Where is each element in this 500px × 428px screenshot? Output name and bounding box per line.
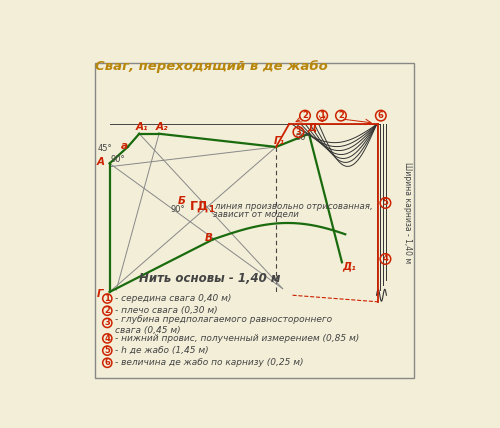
Text: 90°: 90° (295, 134, 310, 143)
Text: 5: 5 (382, 199, 388, 208)
Text: - h де жабо (1,45 м): - h де жабо (1,45 м) (114, 346, 208, 355)
Text: 6: 6 (104, 358, 110, 367)
Text: 1: 1 (319, 111, 325, 120)
Text: 1: 1 (104, 294, 110, 303)
Text: 2: 2 (104, 306, 110, 315)
Text: 3: 3 (104, 318, 110, 327)
Text: а: а (120, 140, 128, 151)
Text: Сваг, переходящий в де жабо: Сваг, переходящий в де жабо (95, 59, 328, 73)
Text: 5: 5 (104, 346, 110, 355)
Text: А: А (96, 157, 104, 167)
Text: Нить основы - 1,40 м: Нить основы - 1,40 м (140, 272, 281, 285)
Text: 2: 2 (338, 111, 344, 120)
Text: 2: 2 (302, 111, 308, 120)
Text: Д₁: Д₁ (342, 262, 356, 271)
Text: 6: 6 (378, 111, 384, 120)
Text: зависит от модели: зависит от модели (212, 210, 298, 219)
Text: 45°: 45° (98, 144, 112, 153)
Text: Д: Д (308, 122, 316, 132)
Text: - плечо свага (0,30 м): - плечо свага (0,30 м) (114, 306, 217, 315)
Text: Г: Г (96, 289, 103, 299)
Text: 90°: 90° (170, 205, 185, 214)
Text: Б: Б (178, 196, 186, 205)
Text: $\mathit{\mathbf{ГД_1}}$: $\mathit{\mathbf{ГД_1}}$ (188, 199, 216, 214)
Text: В: В (205, 233, 213, 243)
Text: - величина де жабо по карнизу (0,25 м): - величина де жабо по карнизу (0,25 м) (114, 358, 303, 367)
Text: 90°: 90° (110, 155, 125, 164)
Text: - нижний провис, полученный измерением (0,85 м): - нижний провис, полученный измерением (… (114, 334, 359, 343)
Text: А₁: А₁ (136, 122, 148, 132)
Text: - линия произвольно отрисованная,: - линия произвольно отрисованная, (210, 202, 373, 211)
Text: 3: 3 (296, 128, 302, 137)
Text: - середина свага 0,40 м): - середина свага 0,40 м) (114, 294, 231, 303)
Text: - глубина предполагаемого равностороннего: - глубина предполагаемого равностороннег… (114, 315, 332, 324)
Text: Г₁: Г₁ (274, 136, 285, 146)
Text: свага (0,45 м): свага (0,45 м) (114, 326, 180, 335)
Text: 4: 4 (104, 334, 110, 343)
Text: А₂: А₂ (156, 122, 168, 132)
Text: 4: 4 (382, 255, 388, 264)
Text: Ширина карниза - 1,40 м: Ширина карниза - 1,40 м (404, 162, 412, 264)
